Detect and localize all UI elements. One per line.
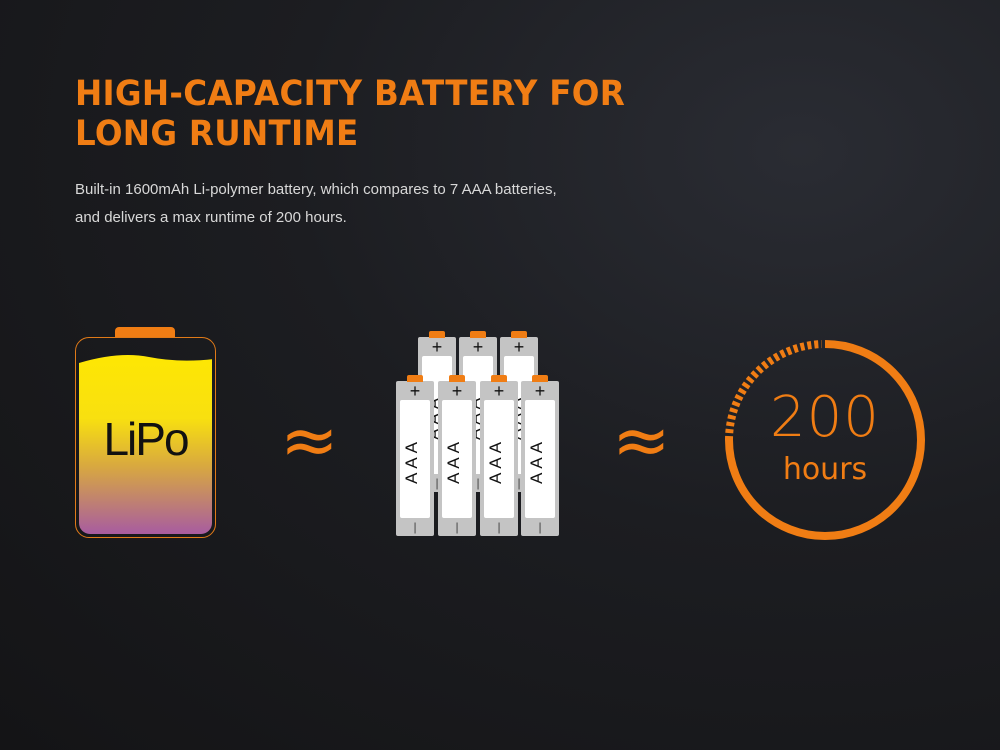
- approx-symbol-2: ≈: [612, 399, 671, 481]
- minus-sign: |: [497, 520, 501, 534]
- runtime-ring-icon: [725, 340, 925, 540]
- minus-sign: |: [476, 476, 480, 490]
- minus-sign: |: [435, 476, 439, 490]
- battery-terminal: [491, 375, 507, 382]
- aaa-battery: + AAA |: [396, 375, 434, 536]
- plus-sign: +: [534, 381, 546, 401]
- minus-sign: |: [538, 520, 542, 534]
- battery-label-area: AAA: [442, 400, 472, 518]
- battery-terminal: [429, 331, 445, 338]
- aaa-label: AAA: [402, 442, 421, 489]
- lipo-label: LiPo: [103, 413, 189, 465]
- runtime-value: 200: [770, 385, 880, 450]
- description: Built-in 1600mAh Li-polymer battery, whi…: [75, 176, 557, 232]
- aaa-battery: + AAA |: [438, 375, 476, 536]
- approx-symbol-1: ≈: [280, 399, 339, 481]
- runtime-ring-solid-arc: [725, 340, 925, 540]
- plus-sign: +: [431, 337, 443, 357]
- page-title: HIGH-CAPACITY BATTERY FOR LONG RUNTIME: [75, 74, 625, 154]
- plus-sign: +: [493, 381, 505, 401]
- plus-sign: +: [472, 337, 484, 357]
- battery-label-area: AAA: [484, 400, 514, 518]
- title-line-2: LONG RUNTIME: [75, 114, 359, 154]
- aaa-label: AAA: [486, 442, 505, 489]
- battery-label-area: AAA: [525, 400, 555, 518]
- aaa-battery: + AAA |: [480, 375, 518, 536]
- aaa-battery: + AAA |: [521, 375, 559, 536]
- battery-terminal: [532, 375, 548, 382]
- description-line-1: Built-in 1600mAh Li-polymer battery, whi…: [75, 181, 557, 198]
- description-line-2: and delivers a max runtime of 200 hours.: [75, 209, 347, 226]
- aaa-label: AAA: [527, 442, 546, 489]
- minus-sign: |: [455, 520, 459, 534]
- lipo-battery-icon: [75, 337, 216, 538]
- runtime-unit: hours: [782, 452, 868, 487]
- title-line-1: HIGH-CAPACITY BATTERY FOR: [75, 74, 626, 114]
- minus-sign: |: [413, 520, 417, 534]
- battery-terminal: [407, 375, 423, 382]
- runtime-ring-dashed-arc: [725, 340, 822, 441]
- lipo-battery-terminal: [115, 327, 175, 338]
- plus-sign: +: [513, 337, 525, 357]
- battery-terminal: [470, 331, 486, 338]
- lipo-charge-fill: [79, 341, 212, 534]
- battery-terminal: [449, 375, 465, 382]
- battery-label-area: AAA: [400, 400, 430, 518]
- battery-terminal: [511, 331, 527, 338]
- aaa-label: AAA: [444, 442, 463, 489]
- minus-sign: |: [517, 476, 521, 490]
- plus-sign: +: [451, 381, 463, 401]
- plus-sign: +: [409, 381, 421, 401]
